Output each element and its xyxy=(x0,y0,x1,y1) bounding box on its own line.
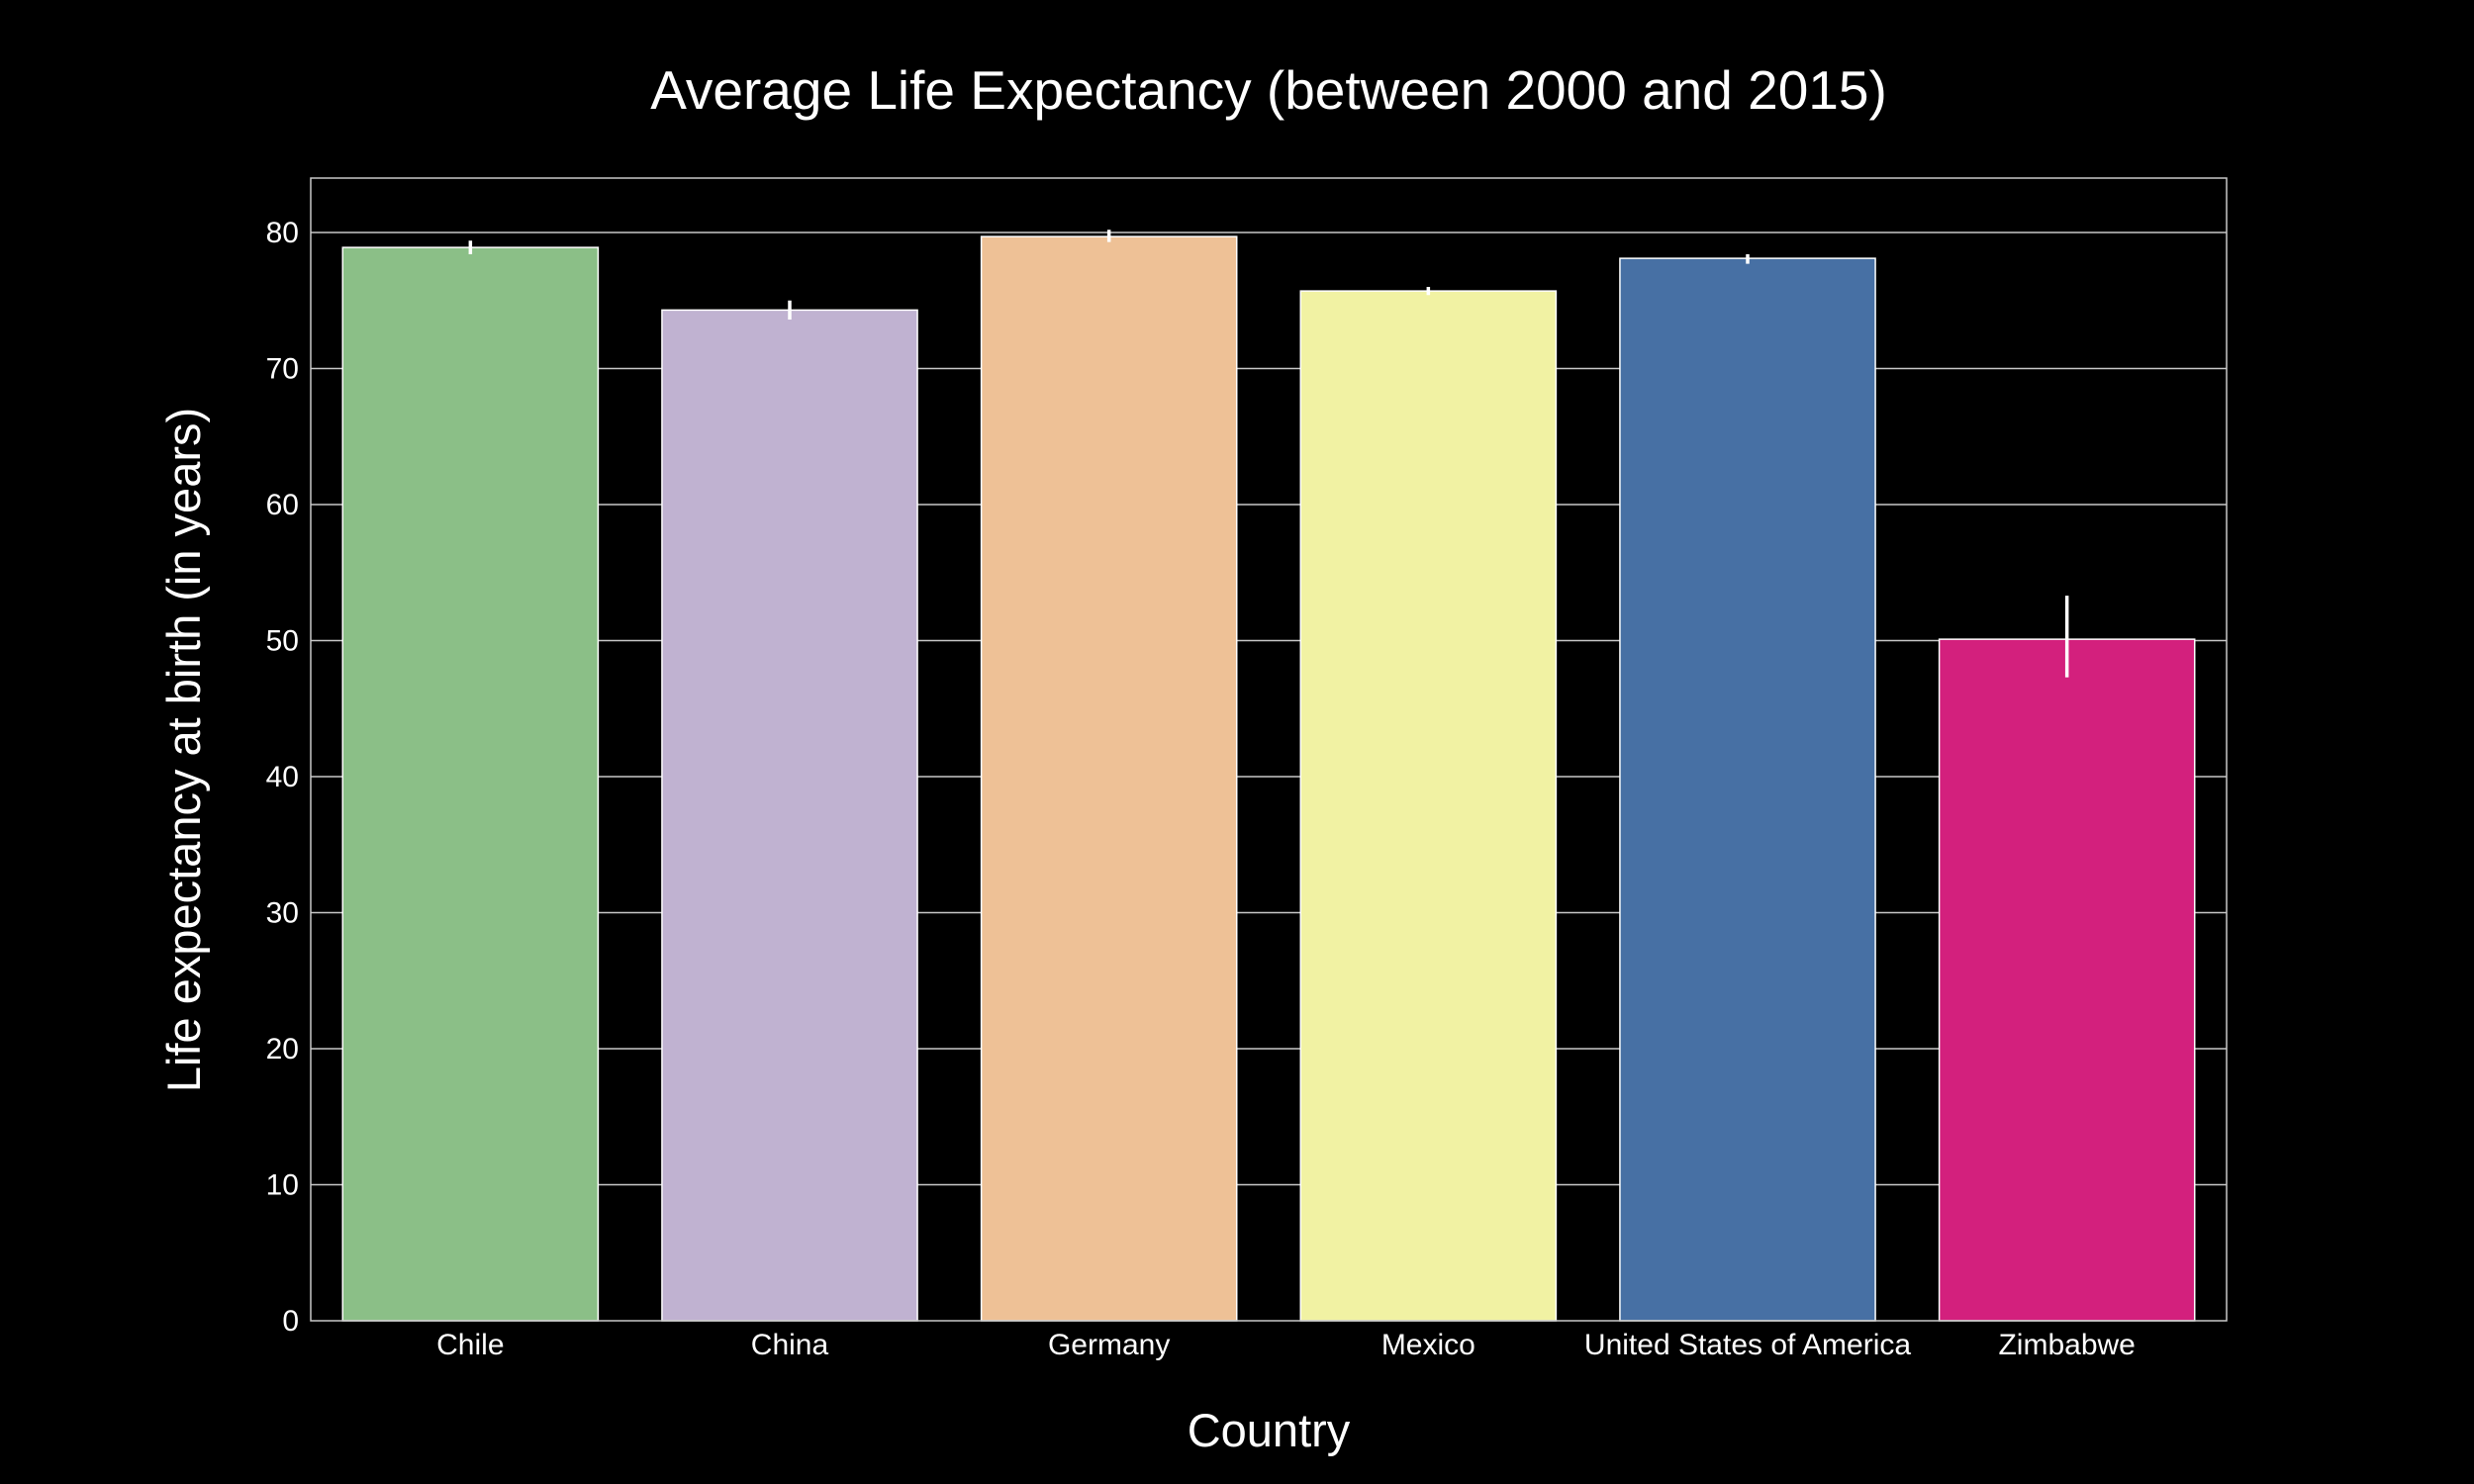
x-tick-label: United States of America xyxy=(1584,1329,1911,1361)
x-tick-label: Chile xyxy=(436,1329,504,1361)
x-tick-label: Zimbabwe xyxy=(1998,1329,2135,1361)
bar-china xyxy=(661,309,918,1322)
plot-frame xyxy=(310,177,2228,1322)
y-tick-label: 30 xyxy=(266,897,299,930)
chart-title: Average Life Expectancy (between 2000 an… xyxy=(650,59,1887,121)
x-tick-label: China xyxy=(751,1329,829,1361)
y-tick-label: 50 xyxy=(266,625,299,658)
y-tick-label: 80 xyxy=(266,217,299,249)
x-axis-label: Country xyxy=(1188,1404,1351,1456)
y-axis-label: Life expectancy at birth (in years) xyxy=(157,408,210,1092)
x-tick-labels: Chile China Germany Mexico United States of … xyxy=(436,1329,2136,1361)
y-tick-label: 60 xyxy=(266,489,299,521)
x-tick-label: Germany xyxy=(1048,1329,1170,1361)
y-tick-label: 20 xyxy=(266,1033,299,1066)
bar-germany xyxy=(980,235,1238,1322)
bars xyxy=(341,235,2196,1322)
bar-united-states-of-america xyxy=(1619,257,1876,1322)
y-tick-label: 70 xyxy=(266,353,299,386)
error-bars xyxy=(468,230,2069,678)
bar-mexico xyxy=(1299,290,1558,1322)
y-tick-label: 0 xyxy=(282,1305,299,1338)
y-tick-labels: 0 10 20 30 40 50 60 70 80 xyxy=(266,217,299,1338)
x-tick-label: Mexico xyxy=(1381,1329,1475,1361)
y-tick-label: 40 xyxy=(266,761,299,793)
bar-chile xyxy=(341,246,600,1322)
bar-zimbabwe xyxy=(1938,638,2196,1322)
y-tick-label: 10 xyxy=(266,1169,299,1202)
grid xyxy=(311,232,2227,1186)
